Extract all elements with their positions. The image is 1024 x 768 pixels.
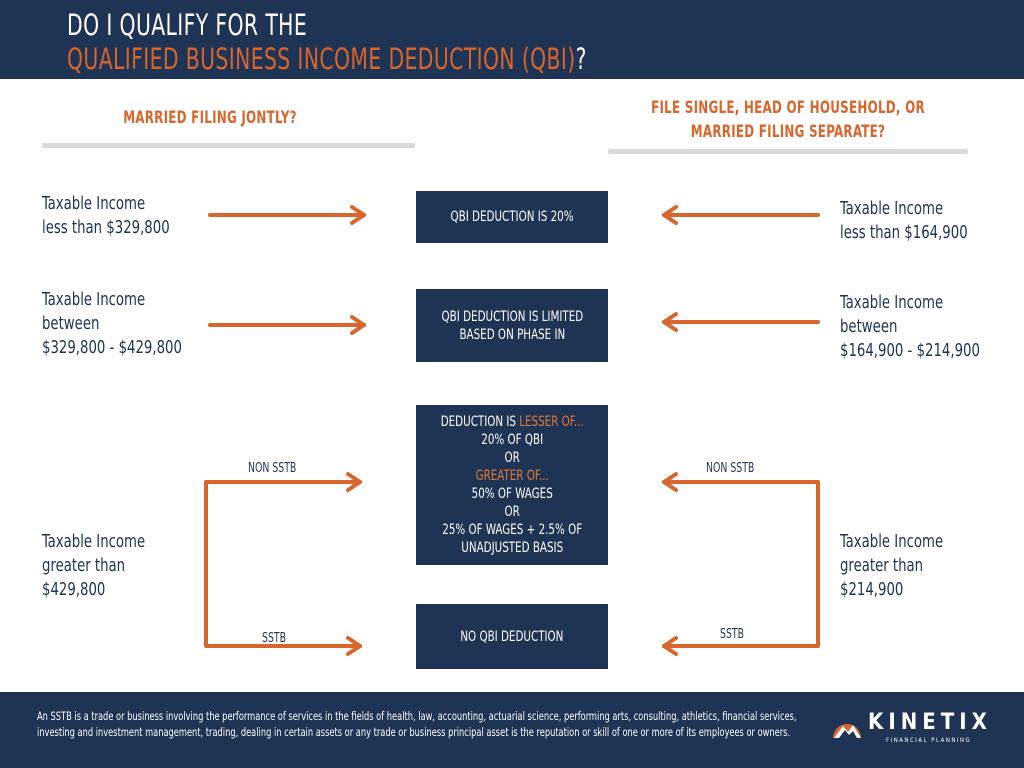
outcome-box-phase-in: QBI DEDUCTION IS LIMITED BASED ON PHASE … <box>416 289 608 362</box>
outcome-box-full-deduction: QBI DEDUCTION IS 20% <box>416 191 608 243</box>
footer-banner: An SSTB is a trade or business involving… <box>0 692 1024 768</box>
flow-arrows <box>204 205 820 656</box>
left-branch-bracket <box>204 472 362 656</box>
logo-wordmark: KINETIX <box>868 710 992 735</box>
left-row-2-label: Taxable Income between $329,800 - $429,8… <box>42 289 182 358</box>
left-column-heading: MARRIED FILING JONTLY? <box>123 108 297 128</box>
sstb-footnote: An SSTB is a trade or business involving… <box>37 709 797 739</box>
kinetix-logo: KINETIX FINANCIAL PLANNING <box>830 708 1010 748</box>
right-branch-label-sstb: SSTB <box>720 627 745 642</box>
left-arrow-row-1 <box>208 205 366 225</box>
page-title-line2: QUALIFIED BUSINESS INCOME DEDUCTION (QBI… <box>67 42 587 76</box>
left-row-3-label: Taxable Income greater than $429,800 <box>42 531 146 600</box>
left-branch-label-sstb: SSTB <box>262 631 287 646</box>
left-arrow-row-2 <box>208 315 366 335</box>
right-arrow-row-2 <box>662 312 820 332</box>
right-branch-label-non-sstb: NON SSTB <box>706 461 755 476</box>
right-branch-bracket <box>662 472 820 656</box>
right-column-heading: FILE SINGLE, HEAD OF HOUSEHOLD, OR MARRI… <box>651 98 925 142</box>
left-heading-rule <box>42 143 415 148</box>
page-title-suffix: ? <box>575 42 587 76</box>
left-branch-label-non-sstb: NON SSTB <box>248 461 297 476</box>
right-heading-rule <box>608 149 968 154</box>
right-row-3-label: Taxable Income greater than $214,900 <box>840 531 944 600</box>
page-title-highlight: QUALIFIED BUSINESS INCOME DEDUCTION (QBI… <box>67 42 576 76</box>
page-title-line1: DO I QUALIFY FOR THE <box>67 8 308 42</box>
header-banner: DO I QUALIFY FOR THE QUALIFIED BUSINESS … <box>0 0 1024 79</box>
left-row-1-label: Taxable Income less than $329,800 <box>42 193 170 238</box>
mountain-logo-icon <box>833 724 861 738</box>
outcome-box-lesser-greater: DEDUCTION IS LESSER OF... 20% OF QBI OR … <box>416 405 608 565</box>
right-row-1-label: Taxable Income less than $164,900 <box>840 198 968 243</box>
right-row-2-label: Taxable Income between $164,900 - $214,9… <box>840 292 980 361</box>
logo-subtitle: FINANCIAL PLANNING <box>886 737 972 744</box>
right-arrow-row-1 <box>662 205 820 225</box>
outcome-box-no-deduction: NO QBI DEDUCTION <box>416 604 608 669</box>
